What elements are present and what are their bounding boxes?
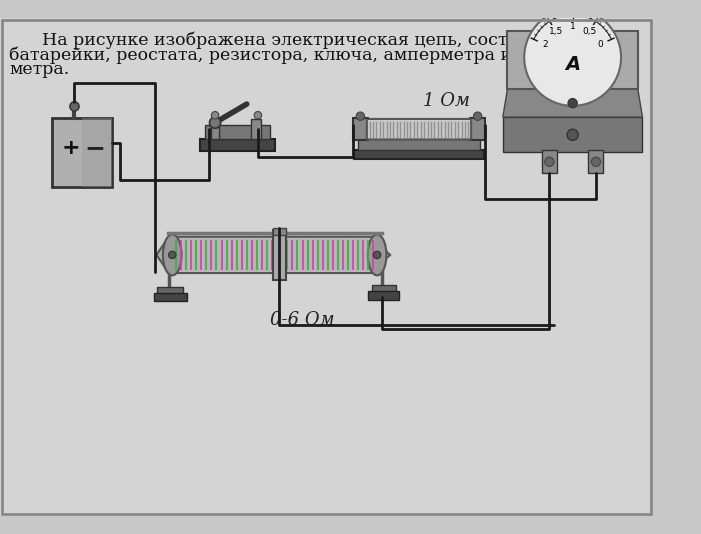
Bar bbox=[353, 118, 368, 140]
Bar bbox=[205, 124, 270, 139]
Bar bbox=[200, 139, 275, 151]
Bar bbox=[542, 150, 557, 173]
Text: 2: 2 bbox=[542, 40, 547, 49]
Text: A: A bbox=[565, 56, 580, 74]
Text: 1: 1 bbox=[570, 22, 576, 31]
Bar bbox=[252, 119, 261, 139]
Polygon shape bbox=[156, 234, 178, 276]
Polygon shape bbox=[503, 89, 642, 117]
Bar bbox=[503, 117, 642, 153]
Circle shape bbox=[70, 102, 79, 111]
Bar bbox=[212, 123, 219, 139]
Text: 0,5: 0,5 bbox=[582, 27, 597, 36]
Circle shape bbox=[210, 117, 221, 128]
Circle shape bbox=[168, 251, 176, 258]
Text: −: − bbox=[85, 136, 105, 160]
Bar bbox=[368, 291, 400, 300]
Bar bbox=[273, 228, 286, 235]
Bar bbox=[157, 287, 184, 294]
Circle shape bbox=[356, 112, 365, 120]
Polygon shape bbox=[374, 241, 390, 269]
Text: 0: 0 bbox=[598, 40, 604, 49]
Text: На рисунке изображена электрическая цепь, состоящая из: На рисунке изображена электрическая цепь… bbox=[20, 32, 593, 49]
Bar bbox=[470, 118, 485, 140]
Bar bbox=[273, 230, 286, 280]
Circle shape bbox=[212, 112, 219, 119]
Circle shape bbox=[568, 98, 578, 108]
Bar bbox=[154, 293, 187, 302]
Circle shape bbox=[524, 9, 621, 106]
FancyBboxPatch shape bbox=[52, 117, 112, 187]
Text: 0-6 Ом: 0-6 Ом bbox=[271, 311, 335, 329]
Circle shape bbox=[374, 251, 381, 258]
FancyBboxPatch shape bbox=[367, 119, 471, 139]
Bar bbox=[82, 117, 112, 187]
Text: 1,5: 1,5 bbox=[549, 27, 563, 36]
Bar bbox=[354, 150, 484, 159]
Text: метра.: метра. bbox=[9, 61, 69, 78]
Bar bbox=[358, 138, 479, 150]
Circle shape bbox=[473, 112, 482, 120]
Bar bbox=[588, 150, 604, 173]
Text: +: + bbox=[62, 138, 80, 158]
Circle shape bbox=[591, 157, 601, 167]
Circle shape bbox=[567, 129, 578, 140]
Ellipse shape bbox=[368, 234, 386, 276]
Bar bbox=[508, 32, 638, 89]
Text: 1 Ом: 1 Ом bbox=[423, 92, 470, 110]
Circle shape bbox=[254, 112, 261, 119]
FancyBboxPatch shape bbox=[171, 237, 379, 273]
Ellipse shape bbox=[163, 234, 182, 276]
Bar bbox=[372, 285, 396, 292]
Text: батарейки, реостата, резистора, ключа, амперметра и вольт-: батарейки, реостата, резистора, ключа, а… bbox=[9, 46, 574, 64]
Circle shape bbox=[545, 157, 554, 167]
